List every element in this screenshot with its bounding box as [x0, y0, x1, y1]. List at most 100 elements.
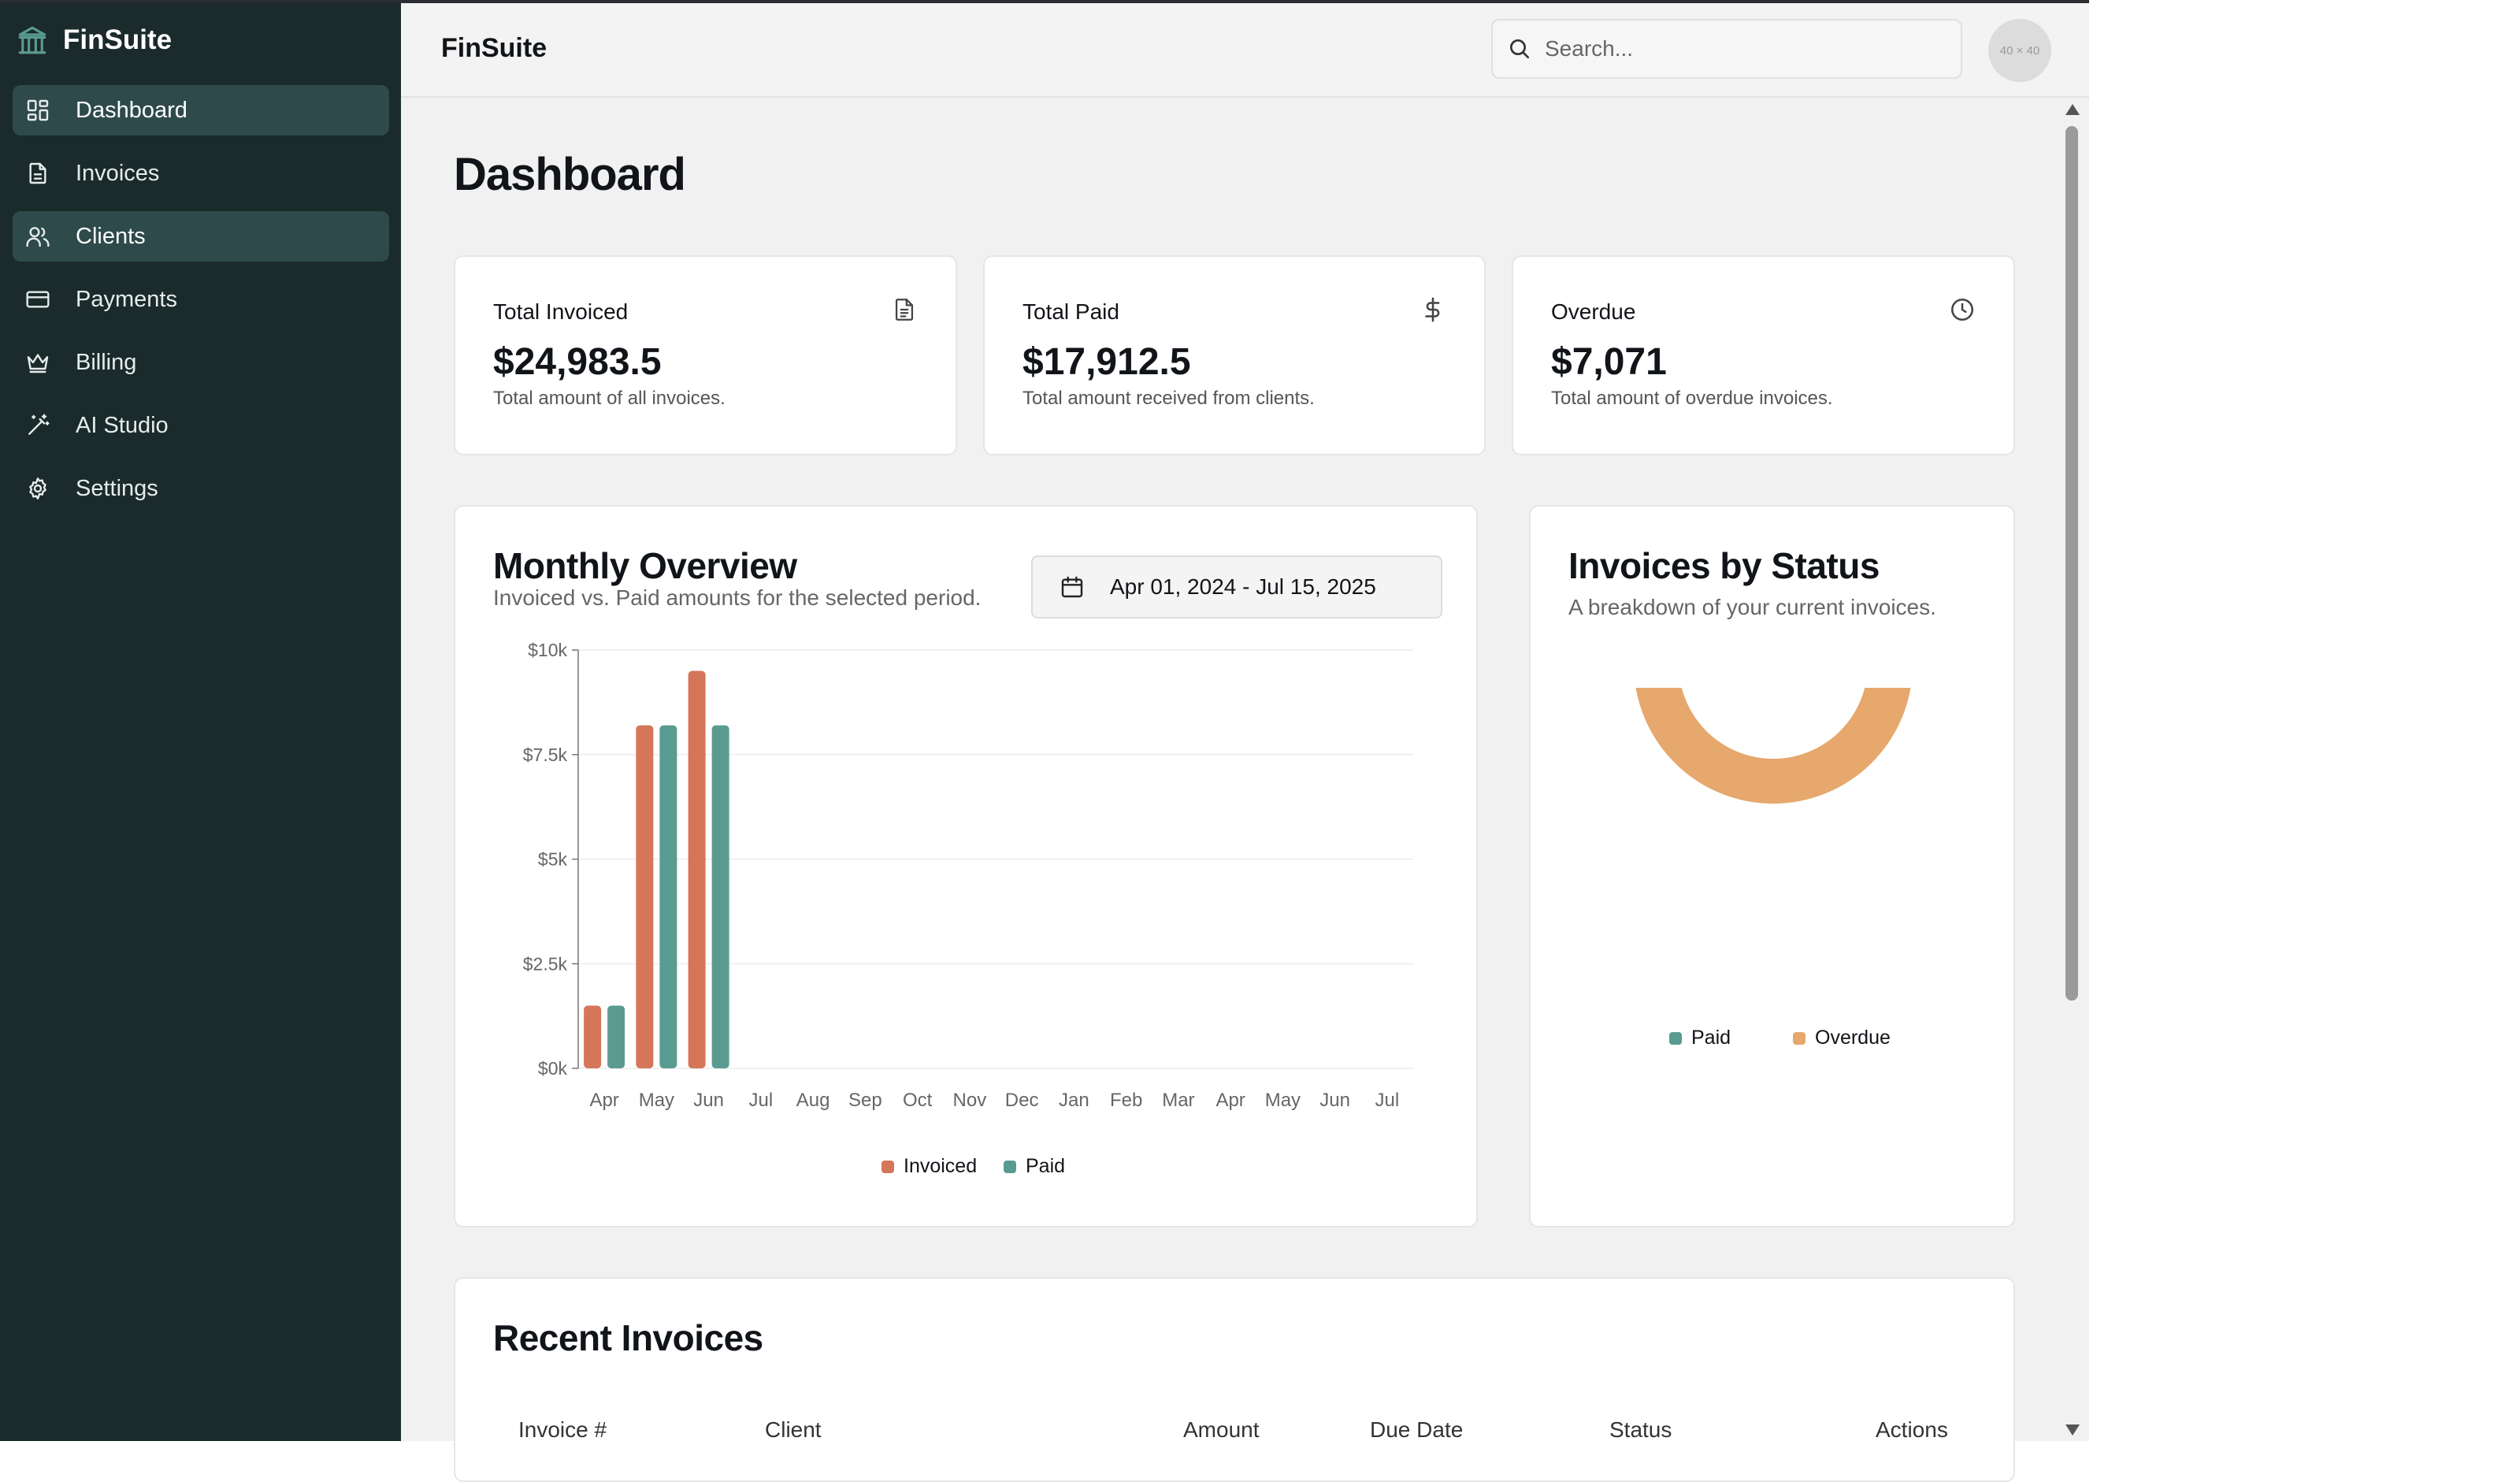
x-tick-label: Sep	[848, 1090, 882, 1111]
stat-value: $7,071	[1551, 341, 1667, 383]
file-icon	[29, 162, 46, 184]
y-tick-label: $5k	[538, 849, 568, 870]
magic-wand-icon	[28, 414, 50, 435]
app-title: FinSuite	[441, 33, 547, 63]
brand-name: FinSuite	[63, 24, 173, 55]
users-icon	[26, 227, 50, 247]
scroll-up-arrow-icon[interactable]	[2065, 104, 2080, 115]
bar-paid[interactable]	[607, 1005, 625, 1068]
avatar[interactable]: 40 × 40	[1988, 19, 2051, 82]
page-title: Dashboard	[454, 149, 686, 200]
stat-card-total-invoiced: Total Invoiced $24,983.5 Total amount of…	[454, 255, 957, 455]
sidebar-item-label: Payments	[76, 286, 177, 312]
status-donut-chart	[1634, 688, 1913, 804]
x-tick-label: Aug	[796, 1090, 830, 1111]
legend-overdue[interactable]: Overdue	[1793, 1027, 1891, 1049]
window-top-edge	[0, 0, 2089, 3]
legend-paid[interactable]: Paid	[1669, 1027, 1731, 1049]
sidebar-item-invoices[interactable]: Invoices	[13, 148, 389, 199]
bar-invoiced[interactable]	[688, 670, 706, 1068]
monthly-overview-subtitle: Invoiced vs. Paid amounts for the select…	[493, 585, 982, 610]
column-header-actions[interactable]: Actions	[1876, 1417, 1948, 1442]
stat-label: Total Paid	[1022, 299, 1119, 324]
search-box[interactable]	[1491, 19, 1962, 79]
stat-description: Total amount of all invoices.	[493, 388, 726, 409]
legend-label: Invoiced	[904, 1155, 978, 1177]
y-tick-label: $7.5k	[523, 745, 568, 765]
dashboard-icon	[27, 99, 49, 121]
sidebar-item-ai-studio[interactable]: AI Studio	[13, 400, 389, 451]
x-tick-label: Oct	[903, 1090, 933, 1111]
bar-paid[interactable]	[659, 725, 677, 1068]
scrollbar-thumb[interactable]	[2065, 126, 2078, 1001]
sidebar-item-billing[interactable]: Billing	[13, 337, 389, 388]
donut-slice-overdue[interactable]	[1634, 688, 1913, 804]
x-tick-label: May	[1265, 1090, 1301, 1111]
search-input[interactable]	[1543, 35, 1940, 62]
legend-swatch-paid	[1669, 1031, 1682, 1045]
invoices-by-status-card: Invoices by Status A breakdown of your c…	[1529, 505, 2015, 1228]
recent-invoices-card: Recent Invoices	[454, 1277, 2015, 1482]
sidebar-item-label: Settings	[76, 475, 158, 501]
stat-description: Total amount received from clients.	[1022, 388, 1315, 409]
sidebar-item-payments[interactable]: Payments	[13, 274, 389, 325]
x-tick-label: Mar	[1162, 1090, 1194, 1111]
bar-invoiced[interactable]	[636, 725, 654, 1068]
x-tick-label: Nov	[953, 1090, 987, 1111]
column-header-amount[interactable]: Amount	[1183, 1417, 1260, 1442]
column-header-status[interactable]: Status	[1609, 1417, 1672, 1442]
monthly-bar-chart: $0k $2.5k $5k $7.5k $10k Apr May Jun Jul Aug Sep O…	[523, 642, 1413, 1111]
monthly-overview-card: Monthly Overview Invoiced vs. Paid amoun…	[454, 505, 1478, 1228]
stat-value: $24,983.5	[493, 341, 662, 383]
x-tick-label: Jul	[749, 1090, 774, 1111]
bank-icon	[18, 26, 46, 54]
sidebar-nav: Dashboard Invoices Clients Payments Bill…	[13, 85, 389, 526]
x-tick-label: Jun	[693, 1090, 724, 1111]
legend-label: Overdue	[1815, 1027, 1891, 1049]
date-range-text: Apr 01, 2024 - Jul 15, 2025	[1110, 574, 1376, 599]
stat-card-total-paid: Total Paid $17,912.5 Total amount receiv…	[983, 255, 1486, 455]
brand[interactable]: FinSuite	[16, 20, 172, 60]
search-icon	[1510, 39, 1529, 58]
y-tick-label: $10k	[528, 642, 567, 660]
scroll-down-arrow-icon[interactable]	[2065, 1424, 2080, 1436]
sidebar-item-settings[interactable]: Settings	[13, 463, 389, 514]
sidebar-item-label: AI Studio	[76, 412, 169, 438]
y-tick-label: $2.5k	[523, 953, 568, 974]
scrollbar[interactable]	[2062, 101, 2082, 1440]
y-tick-label: $0k	[538, 1058, 568, 1079]
avatar-placeholder-text: 40 × 40	[1999, 43, 2040, 58]
sidebar-item-label: Clients	[76, 223, 146, 249]
main-area: FinSuite 40 × 40 Dashboard Total Invoice…	[401, 3, 2089, 1482]
stat-label: Overdue	[1551, 299, 1636, 324]
legend-swatch-overdue	[1793, 1031, 1806, 1045]
legend-paid[interactable]: Paid	[1004, 1155, 1065, 1178]
stat-description: Total amount of overdue invoices.	[1551, 388, 1833, 409]
legend-swatch-paid	[1004, 1160, 1016, 1173]
crown-icon	[27, 354, 49, 373]
top-bar: FinSuite 40 × 40	[401, 3, 2089, 98]
monthly-overview-title: Monthly Overview	[493, 545, 797, 586]
credit-card-icon	[26, 291, 50, 308]
x-tick-label: Apr	[589, 1090, 618, 1111]
bar-invoiced[interactable]	[584, 1005, 602, 1068]
x-tick-label: Dec	[1005, 1090, 1039, 1111]
bar-paid[interactable]	[711, 725, 729, 1068]
column-header-invoice[interactable]: Invoice #	[518, 1417, 607, 1442]
sidebar-item-dashboard[interactable]: Dashboard	[13, 85, 389, 136]
sidebar-item-label: Dashboard	[76, 97, 187, 123]
stat-card-overdue: Overdue $7,071 Total amount of overdue i…	[1512, 255, 2015, 455]
sidebar-item-label: Billing	[76, 349, 137, 375]
legend-invoiced[interactable]: Invoiced	[881, 1155, 977, 1178]
sidebar-item-label: Invoices	[76, 160, 160, 186]
date-range-picker[interactable]: Apr 01, 2024 - Jul 15, 2025	[1031, 555, 1442, 618]
column-header-due-date[interactable]: Due Date	[1370, 1417, 1464, 1442]
x-tick-label: Jun	[1319, 1090, 1350, 1111]
gear-icon	[29, 477, 46, 500]
sidebar-item-clients[interactable]: Clients	[13, 211, 389, 262]
status-card-subtitle: A breakdown of your current invoices.	[1568, 595, 1936, 619]
legend-swatch-invoiced	[881, 1160, 894, 1173]
stat-value: $17,912.5	[1022, 341, 1191, 383]
sidebar: FinSuite Dashboard Invoices Clients Paym…	[0, 3, 401, 1441]
column-header-client[interactable]: Client	[765, 1417, 822, 1442]
